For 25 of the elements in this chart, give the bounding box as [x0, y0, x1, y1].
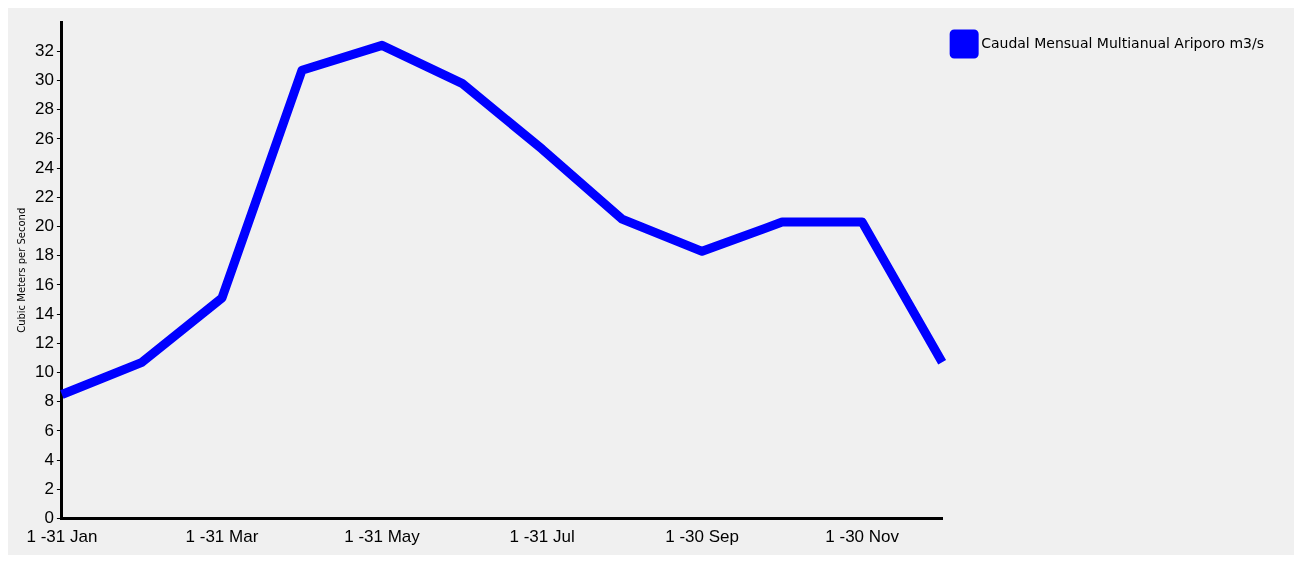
- y-tick-label: 26: [34, 128, 54, 148]
- y-tick-label: 22: [34, 186, 54, 206]
- x-tick-label: 1 -31 Jan: [26, 527, 98, 547]
- x-tick-label: 1 -31 May: [344, 527, 421, 547]
- x-tick-label: 1 -31 Mar: [185, 527, 259, 547]
- y-tick-label: 32: [34, 40, 54, 60]
- y-tick-label: 28: [34, 99, 54, 119]
- x-tick-label: 1 -30 Sep: [665, 527, 739, 547]
- x-tick-label: 1 -31 Jul: [509, 527, 575, 547]
- y-tick-label: 20: [34, 216, 54, 236]
- y-tick-label: 6: [44, 420, 54, 440]
- y-tick-label: 16: [34, 274, 54, 294]
- y-tick-label: 14: [34, 303, 54, 323]
- y-tick-label: 2: [44, 479, 54, 499]
- y-tick-label: 8: [44, 391, 54, 411]
- y-axis-title: Cubic Meters per Second: [15, 207, 27, 333]
- legend-label: Caudal Mensual Multianual Ariporo m3/s: [981, 34, 1264, 51]
- y-tick-label: 30: [34, 70, 54, 90]
- y-tick-label: 18: [34, 245, 54, 265]
- y-tick-label: 12: [34, 333, 54, 353]
- x-tick-label: 1 -30 Nov: [825, 527, 900, 547]
- y-tick-label: 24: [34, 157, 54, 177]
- y-tick-label: 10: [34, 362, 54, 382]
- y-tick-label: 4: [44, 449, 54, 469]
- y-tick-label: 0: [44, 508, 54, 528]
